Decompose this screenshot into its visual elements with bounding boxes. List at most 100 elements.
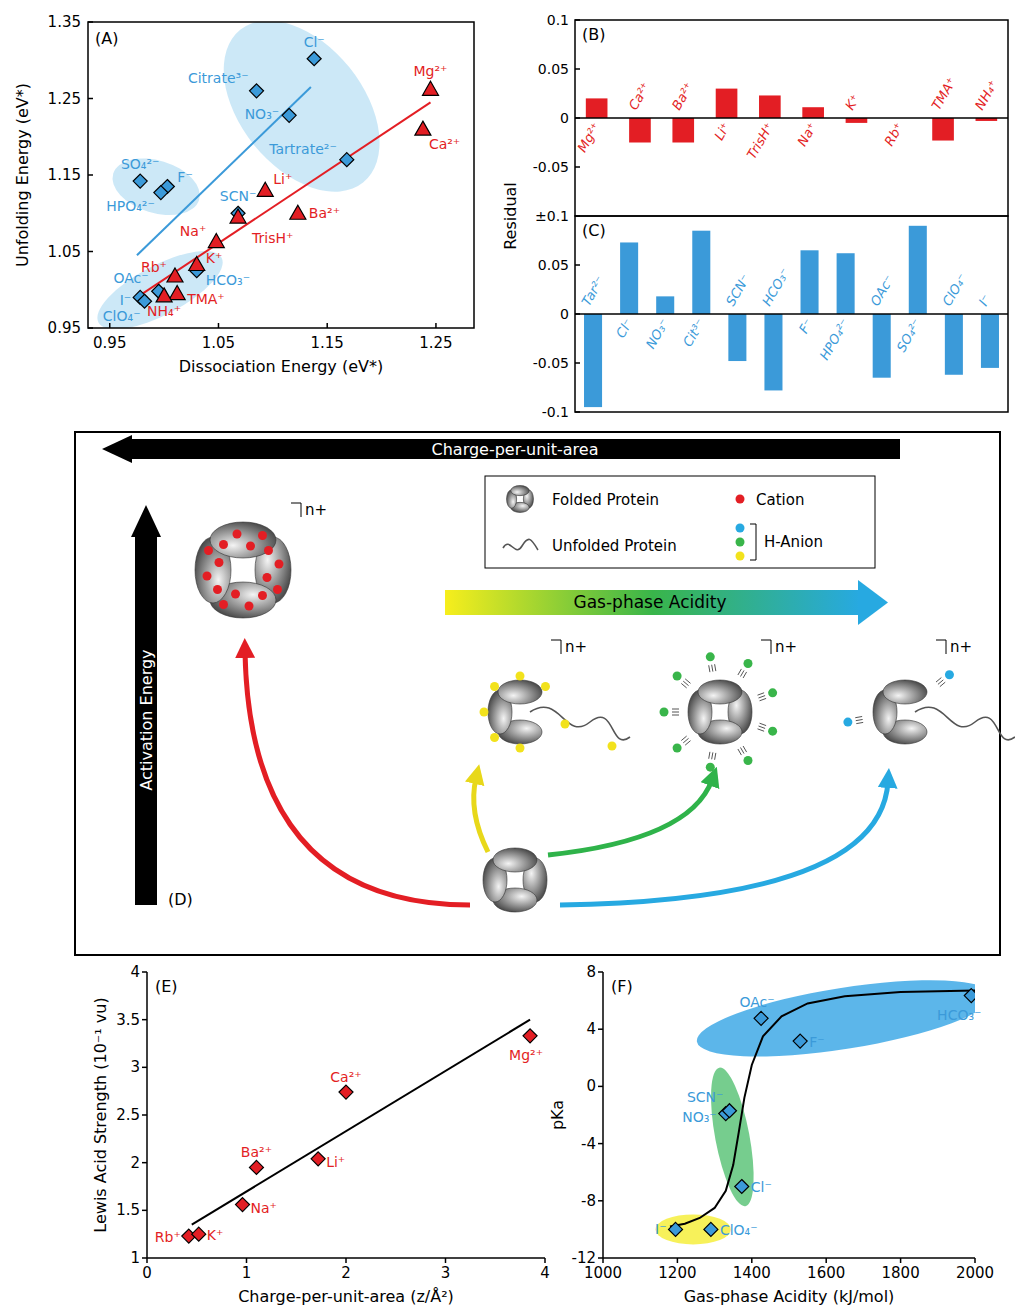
motion-line [715,753,716,760]
point [192,1227,206,1241]
ion [258,591,267,600]
y-tick [142,1114,147,1116]
zero-line [575,117,1008,119]
y-tick-label: 1.05 [48,243,81,261]
ion [843,718,852,727]
path-arrow [474,778,488,852]
x-axis-title: Dissociation Energy (eV*) [179,357,383,376]
charge-label: n+ [565,638,587,656]
x-axis [603,1257,975,1259]
y-tick-label: 4 [586,1020,596,1038]
fit-line [137,102,431,297]
y-tick-label: 1.15 [48,166,81,184]
motion-line [743,672,747,678]
point [257,182,273,196]
point [964,989,975,1003]
category-label: SCN⁻ [723,272,753,309]
y-tick [88,98,93,100]
y-tick [575,411,580,413]
bar [672,118,694,143]
point-label: Ca²⁺ [429,136,460,152]
key-icon [503,539,538,550]
point-label: HCO₃⁻ [206,272,250,288]
y-tick [575,264,580,266]
ion [541,682,550,691]
point-label: NO₃⁻ [682,1109,717,1125]
category-label: Mg²⁺ [574,120,603,155]
arrow-head [131,505,161,537]
motion-line [936,678,941,682]
ion [516,672,525,681]
arrow-bar [135,535,157,905]
point-label: Citrate³⁻ [188,70,249,86]
ion [258,531,267,540]
arrow-label: Activation Energy [137,649,156,790]
x-axis-title: Gas-phase Acidity (kJ/mol) [684,1287,895,1306]
ion [219,540,228,549]
point [754,1011,768,1025]
panel: 0.951.051.151.250.951.051.151.251.35Diss… [13,0,475,376]
motion-line [672,709,679,710]
protein-lobe [210,522,276,558]
plot-frame [575,20,1008,216]
ion [736,538,745,547]
panel-letter: (E) [155,977,178,996]
point-label: HPO₄²⁻ [106,198,155,214]
ion [219,600,228,609]
point-label: F⁻ [177,169,192,185]
protein-lobe [511,486,529,496]
fit-line [137,87,311,255]
point [282,108,296,122]
bar [656,296,674,314]
point-label: Ca²⁺ [330,1069,361,1085]
unfolded-chain [915,707,1015,740]
group-region [106,148,207,224]
x-axis-title: Charge-per-unit-area (z/Å²) [238,1287,454,1306]
point-label: I⁻ [120,292,132,308]
x-tick [435,323,437,328]
x-tick-label: 2000 [956,1264,994,1282]
y-tick [598,1143,603,1145]
motion-line [759,726,766,728]
point-label: I⁻ [655,1221,667,1237]
category-label: I⁻ [976,292,994,309]
motion-line [856,719,863,720]
x-tick-label: 1200 [658,1264,696,1282]
ion [516,744,525,753]
x-tick [900,1258,902,1263]
y-tick-label: 1.35 [48,13,81,31]
point-label: ClO₄⁻ [103,308,141,324]
ion [736,495,745,504]
x-tick-label: 1.15 [311,334,344,352]
point [735,1180,749,1194]
fit-line [670,991,975,1227]
x-tick [974,1258,976,1263]
point-label: K⁺ [206,250,223,266]
point-label: SCN⁻ [687,1089,724,1105]
y-tick-label: 0 [560,110,569,126]
x-tick-label: 1600 [807,1264,845,1282]
x-tick-label: 0 [142,1264,152,1282]
y-tick [598,1028,603,1030]
motion-line [743,746,747,752]
ion [245,602,254,611]
panel-letter: (B) [582,25,605,44]
ion [744,659,753,668]
arrow-label: Charge-per-unit-area [432,440,599,459]
point [250,84,264,98]
point-label: Ba²⁺ [309,205,340,221]
plot-frame [575,216,1008,412]
ion [273,585,282,594]
category-label: NO₃⁻ [643,316,672,351]
y-tick [88,174,93,176]
y-tick-label: ±0.1 [535,208,569,224]
charge-label: n+ [305,501,327,519]
point [230,209,246,223]
category-label: Ca²⁺ [626,80,654,113]
plot-area [584,226,999,407]
plot-area [182,1020,537,1243]
motion-line [738,669,742,675]
point-label: Li⁺ [273,171,292,187]
figure: 0.951.051.151.250.951.051.151.251.35Diss… [0,0,1015,1315]
y-tick-label: -0.05 [533,159,569,175]
